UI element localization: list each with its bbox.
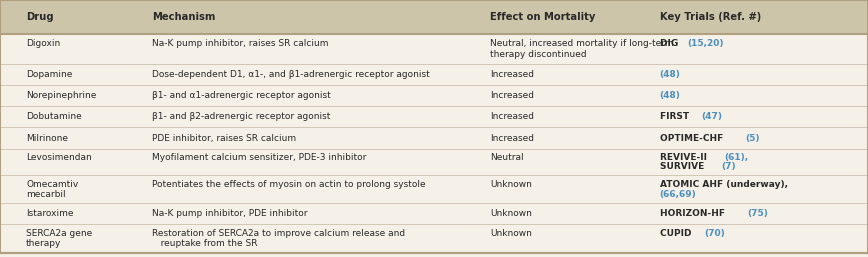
Text: CUPID: CUPID [660,229,694,238]
FancyBboxPatch shape [0,85,868,106]
Text: Increased: Increased [490,91,535,100]
Text: β1- and α1-adrenergic receptor agonist: β1- and α1-adrenergic receptor agonist [152,91,331,100]
FancyBboxPatch shape [0,106,868,127]
Text: reuptake from the SR: reuptake from the SR [152,239,258,248]
Text: (47): (47) [701,112,722,122]
Text: (15,20): (15,20) [687,39,724,48]
Text: therapy: therapy [26,239,62,248]
Text: Na-K pump inhibitor, raises SR calcium: Na-K pump inhibitor, raises SR calcium [152,39,328,48]
Text: Myofilament calcium sensitizer, PDE-3 inhibitor: Myofilament calcium sensitizer, PDE-3 in… [152,152,366,161]
Text: Unknown: Unknown [490,209,532,218]
Text: (48): (48) [660,91,681,100]
Text: Key Trials (Ref. #): Key Trials (Ref. #) [660,12,761,22]
Text: Neutral: Neutral [490,152,524,161]
Text: mecarbil: mecarbil [26,190,66,199]
Text: (48): (48) [660,70,681,79]
Text: Norepinephrine: Norepinephrine [26,91,96,100]
Text: (7): (7) [720,162,735,171]
Text: Drug: Drug [26,12,54,22]
Text: Neutral, increased mortality if long-term: Neutral, increased mortality if long-ter… [490,39,674,48]
Text: Mechanism: Mechanism [152,12,215,22]
Text: ATOMIC AHF (underway),: ATOMIC AHF (underway), [660,180,787,189]
Text: Na-K pump inhibitor, PDE inhibitor: Na-K pump inhibitor, PDE inhibitor [152,209,307,218]
Text: Potentiates the effects of myosin on actin to prolong systole: Potentiates the effects of myosin on act… [152,180,425,189]
Text: Digoxin: Digoxin [26,39,60,48]
Text: OPTIME-CHF: OPTIME-CHF [660,133,726,143]
Text: Milrinone: Milrinone [26,133,68,143]
FancyBboxPatch shape [0,149,868,175]
Text: (5): (5) [746,133,760,143]
Text: Levosimendan: Levosimendan [26,152,92,161]
FancyBboxPatch shape [0,34,868,64]
Text: DIG: DIG [660,39,681,48]
Text: FIRST: FIRST [660,112,692,122]
Text: REVIVE-II: REVIVE-II [660,152,710,161]
Text: Unknown: Unknown [490,229,532,238]
Text: (66,69): (66,69) [660,190,696,199]
FancyBboxPatch shape [0,203,868,224]
Text: (75): (75) [747,209,768,218]
Text: β1- and β2-adrenergic receptor agonist: β1- and β2-adrenergic receptor agonist [152,112,331,122]
Text: Restoration of SERCA2a to improve calcium release and: Restoration of SERCA2a to improve calciu… [152,229,405,238]
Text: (70): (70) [704,229,725,238]
Text: Dopamine: Dopamine [26,70,72,79]
Text: (61),: (61), [725,152,748,161]
Text: Increased: Increased [490,133,535,143]
Text: Istaroxime: Istaroxime [26,209,74,218]
Text: Effect on Mortality: Effect on Mortality [490,12,595,22]
Text: Unknown: Unknown [490,180,532,189]
Text: Increased: Increased [490,112,535,122]
Text: Dose-dependent D1, α1-, and β1-adrenergic receptor agonist: Dose-dependent D1, α1-, and β1-adrenergi… [152,70,430,79]
FancyBboxPatch shape [0,127,868,149]
Text: PDE inhibitor, raises SR calcium: PDE inhibitor, raises SR calcium [152,133,296,143]
Text: Omecamtiv: Omecamtiv [26,180,78,189]
Text: therapy discontinued: therapy discontinued [490,50,587,59]
Text: SURVIVE: SURVIVE [660,162,707,171]
Text: HORIZON-HF: HORIZON-HF [660,209,727,218]
Text: Increased: Increased [490,70,535,79]
Text: SERCA2a gene: SERCA2a gene [26,229,92,238]
FancyBboxPatch shape [0,175,868,203]
FancyBboxPatch shape [0,224,868,253]
FancyBboxPatch shape [0,64,868,85]
Text: Dobutamine: Dobutamine [26,112,82,122]
FancyBboxPatch shape [0,0,868,34]
